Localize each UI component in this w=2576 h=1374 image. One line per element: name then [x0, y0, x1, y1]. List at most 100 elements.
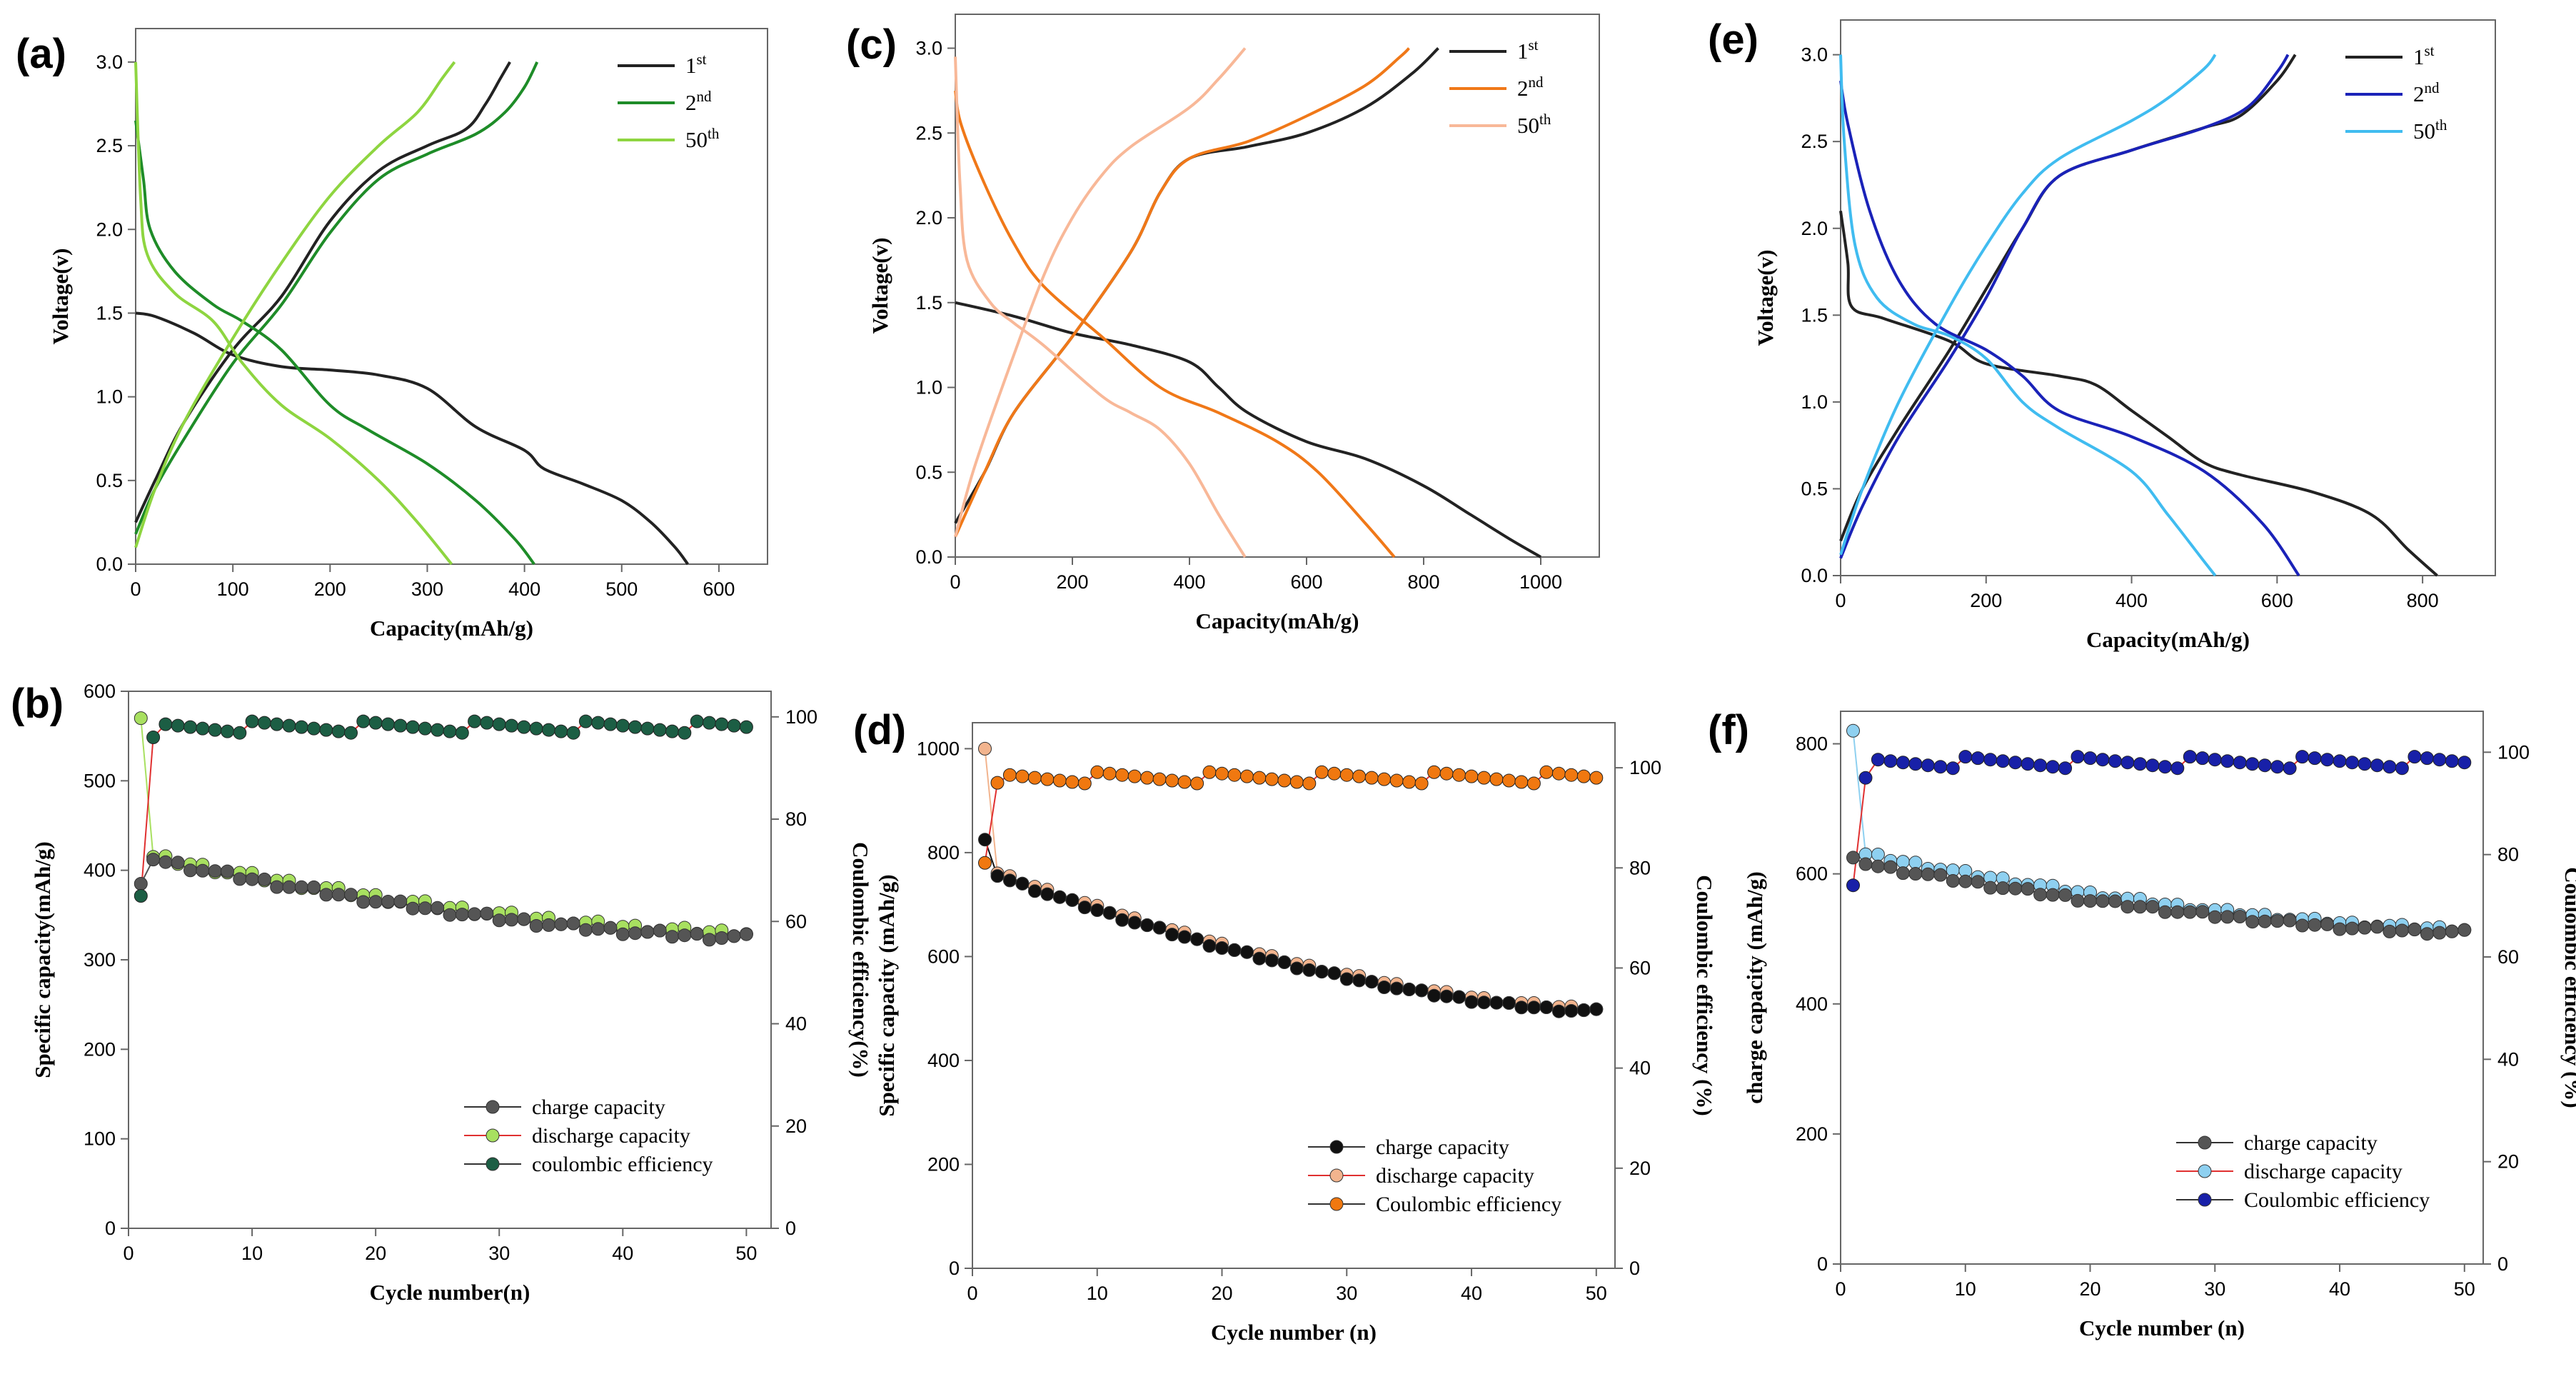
y2-tick-label-d: 40: [1629, 1058, 1651, 1079]
efficiency-point: [1971, 751, 1985, 766]
y-tick-label-c: 1.0: [915, 377, 942, 398]
charge-point: [1539, 1001, 1554, 1014]
charge-point: [492, 913, 506, 928]
efficiency-point: [505, 718, 518, 733]
efficiency-point: [2457, 756, 2472, 770]
efficiency-point: [331, 724, 346, 738]
efficiency-point: [282, 718, 296, 733]
efficiency-point: [2046, 760, 2060, 774]
efficiency-point: [578, 714, 593, 728]
efficiency-point: [221, 724, 234, 738]
efficiency-point: [208, 723, 222, 737]
efficiency-point: [1002, 768, 1017, 782]
legend-label-2nd: 2nd: [2413, 79, 2440, 106]
discharge-point: [1896, 855, 1910, 869]
discharge-curve-2nd: [1839, 80, 2300, 577]
efficiency-point: [2145, 758, 2160, 773]
efficiency-point: [1846, 878, 1860, 893]
efficiency-point: [1102, 766, 1117, 781]
x-tick-label-c: 800: [1407, 571, 1439, 593]
charge-point: [2008, 881, 2023, 896]
efficiency-point: [356, 714, 371, 728]
charge-point: [703, 933, 716, 947]
charge-point: [1190, 932, 1204, 946]
legend-label-1st: 1st: [685, 51, 707, 78]
charge-point: [2270, 914, 2285, 928]
discharge-point: [134, 711, 148, 726]
charge-point: [1152, 921, 1167, 935]
charge-point: [2058, 888, 2073, 902]
x-tick-label-e: 400: [2115, 590, 2148, 611]
legend-swatch-marker: [485, 1128, 500, 1143]
charge-point: [245, 872, 259, 886]
y-tick-label-d: 400: [927, 1050, 960, 1071]
discharge-curve-50th: [954, 56, 1247, 558]
discharge-curve-50th: [134, 61, 453, 566]
efficiency-point: [1946, 761, 1960, 776]
charge-point: [134, 877, 148, 891]
charge-point: [2233, 910, 2247, 923]
charge-point: [1551, 1004, 1566, 1018]
panel-label-f: (f): [1708, 707, 1749, 753]
efficiency-point: [2320, 753, 2335, 767]
charge-point: [2108, 894, 2122, 908]
efficiency-point: [1996, 754, 2010, 768]
charge-point: [2420, 927, 2434, 941]
efficiency-point: [2233, 756, 2247, 770]
charge-curve-50th: [134, 61, 456, 548]
charge-point: [356, 895, 371, 909]
charge-point: [307, 880, 321, 894]
efficiency-point: [1040, 772, 1055, 786]
x-tick-label-b: 10: [241, 1243, 263, 1264]
y2-tick-label-b: 100: [785, 706, 817, 728]
charge-point: [393, 894, 408, 908]
efficiency-point: [1489, 772, 1504, 786]
y-axis-label-f: charge capacity (mAh/g): [1742, 871, 1767, 1103]
efficiency-point: [653, 723, 667, 737]
y2-tick-label-f: 40: [2497, 1048, 2519, 1070]
efficiency-point: [1152, 772, 1167, 786]
charge-curve-2nd: [134, 61, 539, 535]
efficiency-point: [2283, 761, 2297, 776]
y-tick-label-c: 2.0: [915, 207, 942, 229]
efficiency-point: [727, 718, 741, 733]
charge-point: [1564, 1004, 1579, 1018]
legend-swatch-marker: [1329, 1140, 1344, 1154]
charge-point: [1946, 874, 1960, 888]
y-tick-label-b: 600: [84, 681, 116, 702]
y2-tick-label-f: 0: [2497, 1253, 2508, 1275]
charge-curve-2nd: [1839, 54, 2290, 559]
y-tick-label-a: 0.5: [96, 470, 123, 491]
legend-label-efficiency: coulombic efficiency: [532, 1153, 713, 1176]
x-tick-label-c: 1000: [1519, 571, 1562, 593]
x-tick-label-b: 50: [735, 1243, 757, 1264]
charge-point: [1339, 972, 1354, 986]
efficiency-point: [381, 717, 395, 731]
charge-point: [1933, 868, 1948, 882]
charge-curve-2nd: [954, 47, 1410, 538]
x-tick-label-c: 600: [1290, 571, 1322, 593]
efficiency-point: [344, 726, 358, 740]
efficiency-point: [1339, 768, 1354, 782]
efficiency-point: [2058, 761, 2073, 776]
charge-point: [1502, 996, 1516, 1010]
charge-point: [1871, 859, 1885, 873]
efficiency-point: [1115, 768, 1129, 782]
y-tick-label-e: 0.0: [1801, 565, 1828, 586]
charge-point: [1958, 874, 1973, 888]
charge-point: [1165, 928, 1179, 942]
efficiency-point: [2208, 753, 2222, 767]
efficiency-point: [2432, 753, 2447, 767]
charge-point: [2120, 900, 2135, 914]
charge-point: [196, 863, 210, 878]
charge-point: [1514, 1001, 1529, 1015]
efficiency-point: [1933, 760, 1948, 774]
charge-point: [566, 916, 580, 931]
x-axis-label-b: Cycle number(n): [370, 1280, 530, 1305]
y-tick-label-b: 300: [84, 949, 116, 971]
charge-point: [1115, 913, 1129, 927]
charge-point: [2345, 921, 2359, 936]
charge-point: [665, 930, 679, 944]
charge-point: [418, 901, 432, 916]
efficiency-point: [1439, 766, 1454, 781]
